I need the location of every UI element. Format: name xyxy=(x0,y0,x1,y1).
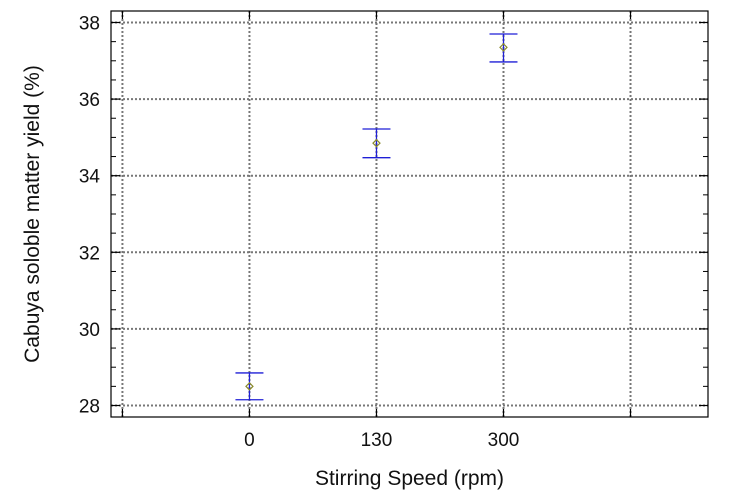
data-point xyxy=(499,43,508,52)
y-tick-label: 28 xyxy=(79,397,100,418)
x-axis-title: Stirring Speed (rpm) xyxy=(315,467,504,490)
x-tick-label: 0 xyxy=(244,430,255,451)
y-tick-label: 32 xyxy=(79,243,100,264)
y-axis-title: Cabuya soloble matter yield (%) xyxy=(21,65,44,363)
error-bar xyxy=(235,372,264,401)
error-bar xyxy=(362,128,391,159)
data-points xyxy=(245,43,508,391)
data-point xyxy=(372,138,381,148)
y-tick-label: 36 xyxy=(79,90,100,111)
x-tick-label: 130 xyxy=(361,430,393,451)
error-bars xyxy=(235,33,518,401)
y-tick-label: 30 xyxy=(79,320,100,341)
y-tick-labels: 28 30 32 34 36 38 xyxy=(79,13,101,417)
y-tick-label: 38 xyxy=(79,13,100,34)
axis-ticks xyxy=(111,11,708,417)
y-tick-label: 34 xyxy=(79,167,101,188)
x-tick-label: 300 xyxy=(488,430,520,451)
grid-lines xyxy=(111,11,708,417)
plot-frame xyxy=(110,10,709,418)
data-point xyxy=(245,382,254,391)
x-tick-labels: 0 130 300 xyxy=(244,430,519,451)
error-bar xyxy=(489,33,518,63)
